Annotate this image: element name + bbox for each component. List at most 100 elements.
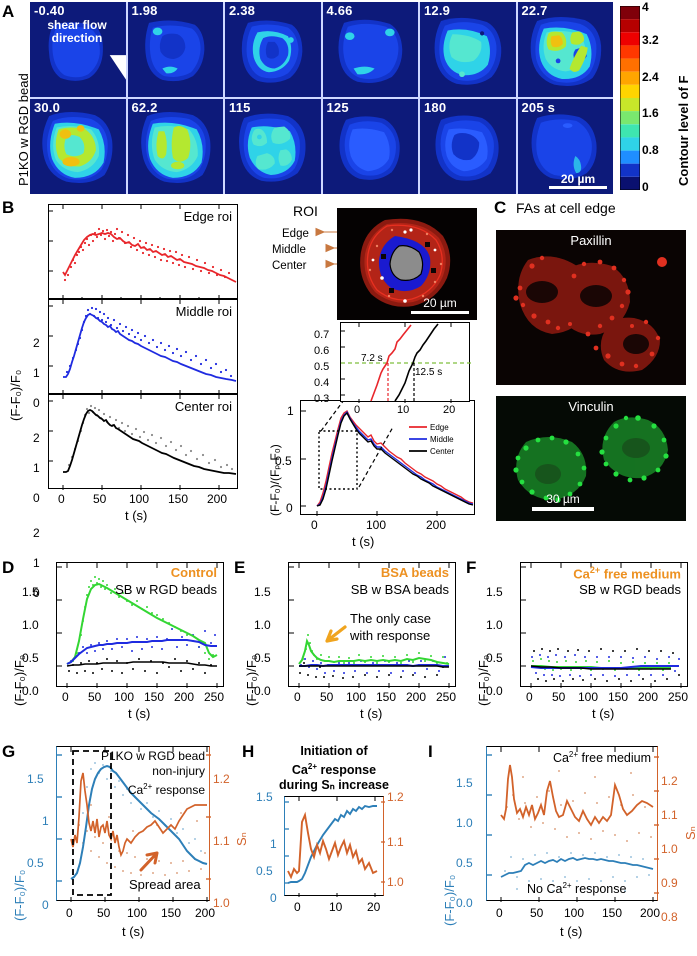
xtick: 250 bbox=[436, 690, 457, 704]
ytick: 0.5 bbox=[275, 454, 292, 468]
inset-ytick: 0.5 bbox=[314, 361, 330, 373]
inset-ytick: 0.4 bbox=[314, 377, 330, 389]
xtick: 20 bbox=[367, 900, 381, 914]
contour-tile: 125 bbox=[322, 99, 418, 194]
panel-d-subtitle: SB w RGD beads bbox=[115, 582, 217, 597]
arrow-up-right-icon bbox=[139, 851, 159, 872]
panel-f-xlabel: t (s) bbox=[592, 706, 615, 721]
xtick: 100 bbox=[129, 492, 150, 506]
ytick: 0.0 bbox=[22, 684, 39, 698]
svg-text:Middle: Middle bbox=[430, 435, 454, 444]
xtick: 10 bbox=[329, 900, 343, 914]
ytick: 0.5 bbox=[22, 651, 39, 665]
tile-timestamp: 180 bbox=[424, 100, 447, 115]
colorbar-title: Contour level of F bbox=[676, 75, 691, 187]
inset-xtick: 20 bbox=[443, 404, 456, 416]
ytick-right: 1.1 bbox=[213, 834, 230, 848]
xtick: 200 bbox=[195, 906, 216, 920]
contour-tile: 115 bbox=[225, 99, 321, 194]
panel-g-title-2: non-injury bbox=[152, 764, 205, 778]
panel-c: C FAs at cell edge bbox=[490, 196, 697, 556]
xtick: 250 bbox=[668, 690, 689, 704]
ytick: 1.0 bbox=[486, 618, 503, 632]
roi-scale-bar: 20 µm bbox=[411, 297, 469, 314]
panel-f-label: F bbox=[466, 558, 477, 577]
ytick: 2 bbox=[33, 336, 40, 350]
ytick-left: 0.5 bbox=[456, 856, 473, 870]
panel-h: H Initiation of Ca2+ response during Sₙ … bbox=[240, 736, 420, 956]
ytick-right: 1.2 bbox=[213, 772, 230, 786]
panel-c-label: C bbox=[494, 198, 507, 217]
xtick: 200 bbox=[640, 906, 661, 920]
panel-i-xlabel: t (s) bbox=[560, 924, 583, 939]
roi-label-center: Center bbox=[272, 260, 307, 272]
panel-i-ylabel2: Sₙ bbox=[683, 826, 697, 840]
contour-tile: 22.7 bbox=[517, 2, 613, 97]
xtick: 50 bbox=[88, 690, 102, 704]
xtick: 100 bbox=[127, 906, 148, 920]
ytick: 1.5 bbox=[486, 585, 503, 599]
panel-g-annot: Spread area bbox=[129, 877, 201, 892]
ytick-right: 1.1 bbox=[661, 808, 678, 822]
panel-i-title: Ca2+ free medium bbox=[552, 750, 651, 766]
roi-label-edge: Edge bbox=[282, 228, 309, 240]
plot-ca-free: Ca2+ free medium SB w RGD beads bbox=[520, 562, 688, 688]
panel-e-title: BSA beads bbox=[380, 565, 449, 580]
scale-bar: 30 µm bbox=[532, 493, 594, 511]
ytick: 0.5 bbox=[254, 651, 271, 665]
xtick: 50 bbox=[97, 906, 111, 920]
panel-d-title: Control bbox=[170, 565, 217, 580]
shear-flow-text: shear flow direction bbox=[47, 18, 107, 45]
ytick: 2 bbox=[33, 431, 40, 445]
xtick: 50 bbox=[320, 690, 334, 704]
xtick: 200 bbox=[174, 690, 195, 704]
panel-h-label: H bbox=[242, 742, 255, 761]
panel-e-subtitle: SB w BSA beads bbox=[350, 582, 449, 597]
ytick-left: 1.5 bbox=[27, 772, 44, 786]
ytick: 0.0 bbox=[486, 684, 503, 698]
xtick: 150 bbox=[608, 690, 629, 704]
panel-g-label: G bbox=[2, 742, 16, 761]
ytick: 2 bbox=[33, 526, 40, 540]
panel-f: F (F-F₀)/F₀ bbox=[464, 556, 697, 736]
inset-ytick: 0.6 bbox=[314, 345, 330, 357]
ytick-right: 1.2 bbox=[387, 790, 404, 804]
svg-text:7.2 s: 7.2 s bbox=[361, 353, 383, 364]
xtick: 150 bbox=[168, 492, 189, 506]
contour-tile: -0.40 shear flow direction bbox=[30, 2, 126, 97]
ytick: 1.5 bbox=[22, 585, 39, 599]
ytick: 1 bbox=[287, 404, 294, 418]
panel-e-annot-1: The only case bbox=[350, 611, 431, 626]
contour-tile: 62.2 bbox=[127, 99, 223, 194]
panel-g-xlabel: t (s) bbox=[122, 924, 145, 939]
panel-i-ylabel: (F-F₀)/F₀ bbox=[442, 874, 457, 926]
roi-micrograph: 20 µm bbox=[337, 208, 477, 320]
panel-b: B (F-F₀)/F₀ bbox=[0, 196, 490, 600]
norm-xlabel: t (s) bbox=[352, 534, 375, 549]
tile-timestamp: 2.38 bbox=[229, 3, 256, 18]
contour-tile: 30.0 bbox=[30, 99, 126, 194]
ytick-right: 1.0 bbox=[661, 842, 678, 856]
ytick-right: 1.0 bbox=[387, 875, 404, 889]
panel-g-ylabel: (F-F₀)/F₀ bbox=[12, 869, 27, 921]
xtick: 100 bbox=[346, 690, 367, 704]
contour-tile: 1.98 bbox=[127, 2, 223, 97]
arrow-down-icon bbox=[109, 55, 126, 79]
xtick: 100 bbox=[578, 690, 599, 704]
tile-timestamp: 22.7 bbox=[521, 3, 548, 18]
panel-e-annot-2: with response bbox=[350, 628, 431, 643]
xtick: 50 bbox=[530, 906, 544, 920]
svg-text:12.5 s: 12.5 s bbox=[415, 367, 442, 378]
tile-timestamp: 125 bbox=[326, 100, 349, 115]
tile-timestamp: 4.66 bbox=[326, 3, 353, 18]
ytick: 1 bbox=[33, 461, 40, 475]
plot-control: Control SB w RGD beads bbox=[56, 562, 224, 688]
subplot-label-center: Center roi bbox=[174, 399, 232, 414]
tile-timestamp: 115 bbox=[229, 100, 251, 115]
panel-e-label: E bbox=[234, 558, 246, 577]
xtick: 0 bbox=[66, 906, 73, 920]
xtick: 0 bbox=[311, 518, 318, 532]
ytick: 0 bbox=[33, 491, 40, 505]
contour-tile: 4.66 bbox=[322, 2, 418, 97]
ytick: 1.5 bbox=[254, 585, 271, 599]
